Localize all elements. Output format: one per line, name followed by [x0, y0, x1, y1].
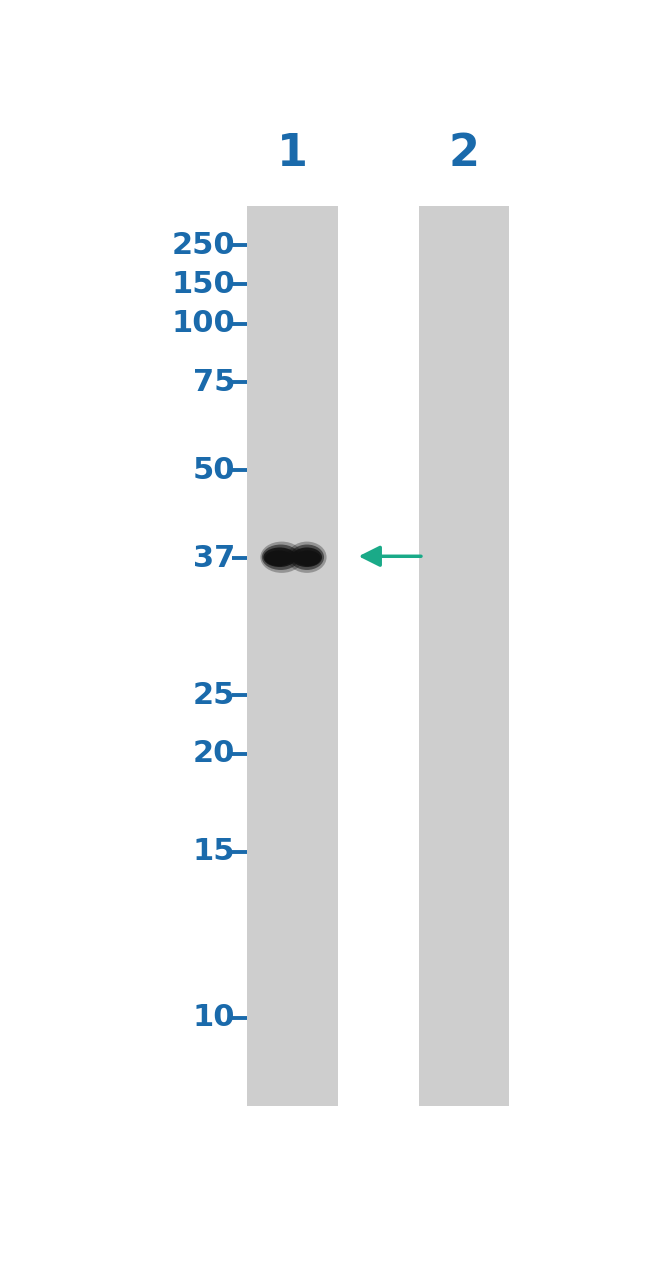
Text: 75: 75: [192, 368, 235, 396]
Ellipse shape: [265, 550, 292, 566]
Bar: [248, 206, 338, 1106]
Text: 150: 150: [171, 271, 235, 298]
Ellipse shape: [277, 551, 309, 561]
Text: 100: 100: [171, 309, 235, 338]
Ellipse shape: [261, 541, 303, 573]
Bar: [419, 206, 510, 1106]
Text: 25: 25: [192, 681, 235, 710]
Ellipse shape: [295, 550, 320, 566]
Ellipse shape: [290, 545, 324, 570]
Ellipse shape: [287, 541, 326, 573]
Text: 15: 15: [192, 837, 235, 866]
Text: 37: 37: [192, 544, 235, 573]
Text: 250: 250: [171, 231, 235, 260]
Ellipse shape: [263, 547, 296, 566]
Ellipse shape: [262, 545, 300, 570]
Text: 10: 10: [192, 1003, 235, 1033]
Ellipse shape: [274, 549, 312, 564]
Text: 50: 50: [192, 456, 235, 485]
Text: 20: 20: [192, 739, 235, 768]
Text: 2: 2: [448, 132, 480, 175]
Ellipse shape: [292, 547, 322, 566]
Text: 1: 1: [278, 132, 308, 175]
